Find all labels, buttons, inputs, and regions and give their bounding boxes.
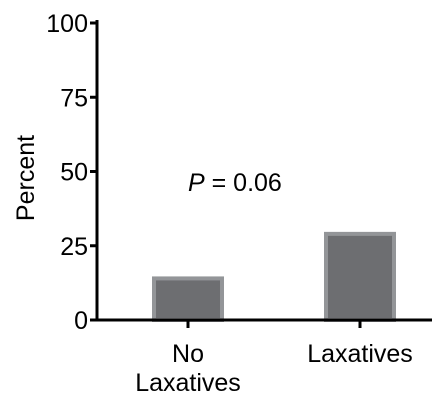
y-axis-title: Percent — [12, 135, 40, 221]
x-tick-label-0-0: No — [172, 340, 204, 368]
y-tick-label-3: 75 — [60, 84, 88, 112]
axes-group — [90, 20, 432, 328]
y-tick-label-0: 0 — [74, 307, 88, 335]
bars-group — [152, 231, 396, 323]
y-tick-label-2: 50 — [60, 159, 88, 187]
bar-0 — [152, 276, 224, 323]
y-tick-label-1: 25 — [60, 233, 88, 261]
y-tick-label-4: 100 — [46, 10, 88, 38]
p-value-annotation: P = 0.06 — [188, 169, 282, 197]
bar-1 — [324, 231, 396, 322]
p-value-text: = 0.06 — [205, 169, 282, 197]
x-tick-label-1-0: Laxatives — [307, 340, 413, 368]
x-tick-label-0-1: Laxatives — [135, 369, 241, 397]
p-value-symbol: P — [188, 169, 205, 197]
